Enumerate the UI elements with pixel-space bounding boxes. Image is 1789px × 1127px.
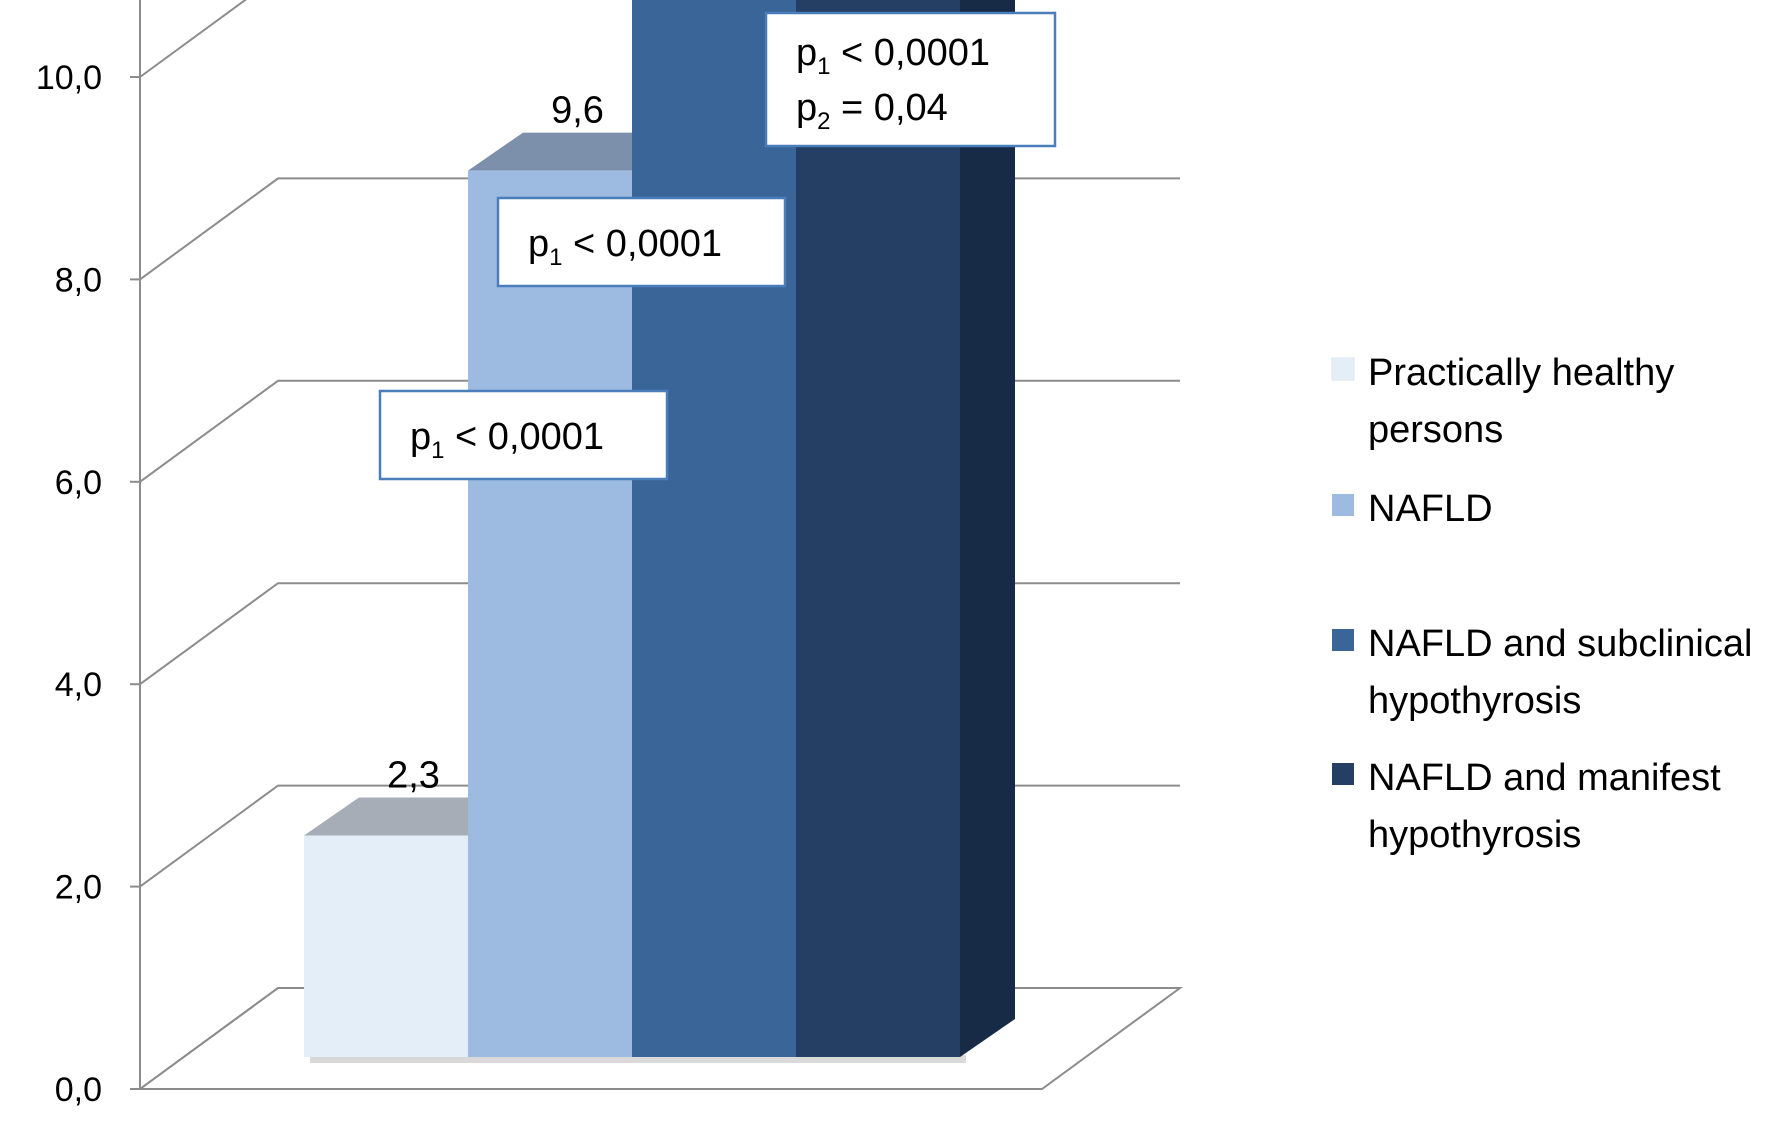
significance-text: p1 < 0,0001 [528, 223, 722, 271]
significance-text: p2 = 0,04 [796, 87, 948, 135]
bar [304, 835, 468, 1057]
significance-text: p1 < 0,0001 [410, 416, 604, 464]
significance-box-border [496, 196, 787, 288]
legend-item: NAFLD [1332, 488, 1493, 530]
legend-label: NAFLD [1368, 488, 1493, 530]
significance-box-border [764, 11, 1057, 148]
legend: Practically healthy persons NAFLD NAFLD and… [1331, 352, 1752, 856]
bar [632, 0, 796, 1057]
legend-label: Practically healthy [1368, 352, 1674, 394]
y-tick-label: 10,0 [36, 59, 102, 97]
significance-text: p1 < 0,0001 [796, 32, 990, 80]
data-labels: 2,39,613,516,1 [387, 90, 604, 797]
legend-swatch [1332, 629, 1354, 651]
legend-label: NAFLD and manifest [1368, 757, 1721, 799]
legend-swatch [1332, 494, 1354, 516]
legend-label: NAFLD and subclinical [1368, 623, 1752, 665]
legend-swatch [1332, 763, 1354, 785]
grid [136, 0, 1184, 1090]
bar-shadow [638, 1055, 802, 1063]
significance-box-border [378, 389, 669, 481]
y-axis: 0,02,04,06,08,010,012,014,016,018,0 [36, 0, 141, 1109]
bar-shadow [802, 1055, 966, 1063]
bars [304, 0, 1015, 1063]
y-tick-label: 0,0 [55, 1071, 102, 1109]
significance-box: p1 < 0,0001 [378, 389, 669, 481]
bar [796, 0, 960, 1057]
significance-box: p1 < 0,0001 [496, 196, 787, 288]
bar-side [960, 0, 1015, 1057]
y-tick-label: 4,0 [55, 666, 102, 704]
legend-item: Practically healthy persons [1331, 352, 1674, 451]
gridline [139, 0, 247, 78]
bar-shadow [310, 1055, 474, 1063]
data-label: 2,3 [387, 755, 440, 797]
bar-shadow [474, 1055, 638, 1063]
significance-annotations: p1 < 0,0001 p1 < 0,0001 p1 < 0,0001 p2 = 0,… [378, 11, 1057, 481]
legend-label: hypothyrosis [1368, 814, 1581, 856]
legend-swatch [1331, 357, 1355, 381]
legend-item: NAFLD and manifest hypothyrosis [1332, 757, 1721, 856]
significance-box: p1 < 0,0001 p2 = 0,04 [764, 11, 1057, 148]
y-tick-label: 2,0 [55, 869, 102, 907]
y-tick-label: 8,0 [55, 261, 102, 299]
y-tick-label: 6,0 [55, 464, 102, 502]
legend-label: persons [1368, 409, 1503, 451]
legend-item: NAFLD and subclinical hypothyrosis [1332, 623, 1752, 722]
data-label: 9,6 [551, 90, 604, 132]
bar [468, 170, 632, 1057]
legend-label: hypothyrosis [1368, 680, 1581, 722]
